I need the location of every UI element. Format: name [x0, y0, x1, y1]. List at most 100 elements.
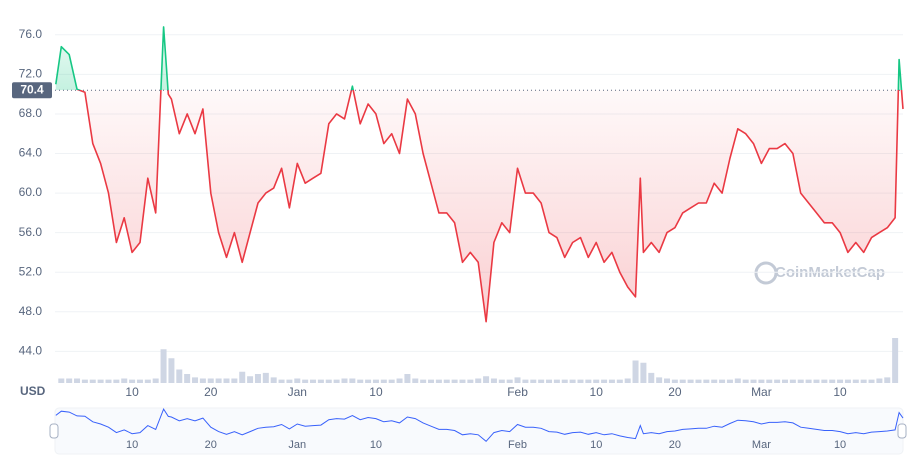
volume-bar: [553, 379, 560, 383]
navigator-handle[interactable]: [897, 423, 907, 439]
watermark-logo: [754, 261, 778, 285]
y-tick-label: 48.0: [19, 304, 43, 318]
volume-bar: [766, 379, 773, 383]
volume-bar: [837, 379, 844, 383]
navigator-tick-label: 10: [834, 439, 846, 451]
volume-bar: [805, 379, 812, 383]
volume-bar: [113, 379, 120, 383]
volume-bar: [467, 379, 474, 383]
volume-bar: [742, 379, 749, 383]
navigator[interactable]: [54, 407, 904, 455]
volume-bar: [624, 378, 631, 383]
volume-bar: [844, 379, 851, 383]
volume-bar: [703, 379, 710, 383]
volume-bar: [247, 376, 254, 383]
volume-bar: [774, 379, 781, 383]
volume-bar: [302, 379, 309, 383]
y-tick-label: 68.0: [19, 106, 43, 120]
volume-bar: [789, 379, 796, 383]
volume-bar: [333, 379, 340, 383]
volume-bar: [664, 378, 671, 383]
volume-bar: [750, 379, 757, 383]
volume-bar: [357, 379, 364, 383]
volume-bar: [270, 377, 277, 383]
navigator-tick-label: Feb: [508, 439, 527, 451]
volume-bar: [435, 379, 442, 383]
volume-bar: [475, 378, 482, 383]
volume-bar: [317, 379, 324, 383]
y-tick-label: 64.0: [19, 146, 43, 160]
volume-bar: [349, 378, 356, 383]
volume-bar: [286, 379, 293, 383]
x-tick-label: Jan: [288, 385, 307, 399]
navigator-handle[interactable]: [49, 423, 59, 439]
x-tick-label: Mar: [751, 385, 772, 399]
navigator-tick-label: 10: [126, 439, 138, 451]
volume-bar: [254, 374, 261, 383]
volume-bar: [546, 379, 553, 383]
volume-bar: [341, 378, 348, 383]
navigator-tick-label: 10: [370, 439, 382, 451]
navigator-tick-label: 20: [205, 439, 217, 451]
volume-bar: [852, 379, 859, 383]
volume-bar: [585, 379, 592, 383]
volume-bar: [81, 379, 88, 383]
volume-bar: [262, 372, 269, 383]
volume-bar: [679, 379, 686, 383]
volume-bar: [380, 379, 387, 383]
volume-bar: [136, 379, 143, 383]
volume-bar: [207, 378, 214, 383]
volume-bar: [223, 378, 230, 383]
volume-bar: [184, 374, 191, 383]
volume-bar: [719, 379, 726, 383]
volume-bar: [420, 379, 427, 383]
volume-bar: [310, 379, 317, 383]
volume-bar: [168, 358, 175, 383]
reference-label-box: [12, 82, 52, 99]
volume-bar: [797, 379, 804, 383]
y-tick-label: 60.0: [19, 185, 43, 199]
volume-bar: [671, 379, 678, 383]
y-tick-label: 56.0: [19, 225, 43, 239]
volume-bar: [506, 379, 513, 383]
volume-bar: [66, 378, 73, 383]
x-tick-label: Feb: [507, 385, 528, 399]
volume-bar: [396, 378, 403, 383]
volume-bar: [498, 379, 505, 383]
volume-bar: [192, 377, 199, 383]
volume-bar: [129, 379, 136, 383]
volume-bar: [687, 379, 694, 383]
volume-bar: [616, 379, 623, 383]
volume-bar: [97, 379, 104, 383]
volume-bar: [608, 379, 615, 383]
y-tick-label: 72.0: [19, 67, 43, 81]
volume-bar: [530, 379, 537, 383]
y-tick-label: 52.0: [19, 264, 43, 278]
volume-bar: [325, 379, 332, 383]
navigator-line: [55, 408, 904, 442]
volume-bar: [782, 379, 789, 383]
price-line: [55, 26, 904, 323]
navigator-tick-label: Mar: [752, 439, 771, 451]
volume-bar: [239, 371, 246, 383]
volume-bar: [459, 379, 466, 383]
volume-bar: [160, 349, 167, 383]
navigator-tick-label: 20: [669, 439, 681, 451]
volume-bar: [876, 378, 883, 383]
volume-bar: [640, 362, 647, 383]
volume-bar: [726, 379, 733, 383]
volume-bar: [483, 376, 490, 383]
navigator-tick-label: Jan: [288, 439, 306, 451]
volume-bar: [215, 378, 222, 383]
volume-bar: [538, 379, 545, 383]
y-tick-label: 44.0: [19, 344, 43, 358]
volume-bar: [522, 379, 529, 383]
volume-bar: [121, 378, 128, 383]
volume-bar: [569, 379, 576, 383]
volume-bar: [144, 379, 151, 383]
volume-bar: [758, 379, 765, 383]
x-tick-label: 20: [204, 385, 218, 399]
y-tick-label: 76.0: [19, 27, 43, 41]
y-axis-label: USD: [20, 384, 46, 398]
